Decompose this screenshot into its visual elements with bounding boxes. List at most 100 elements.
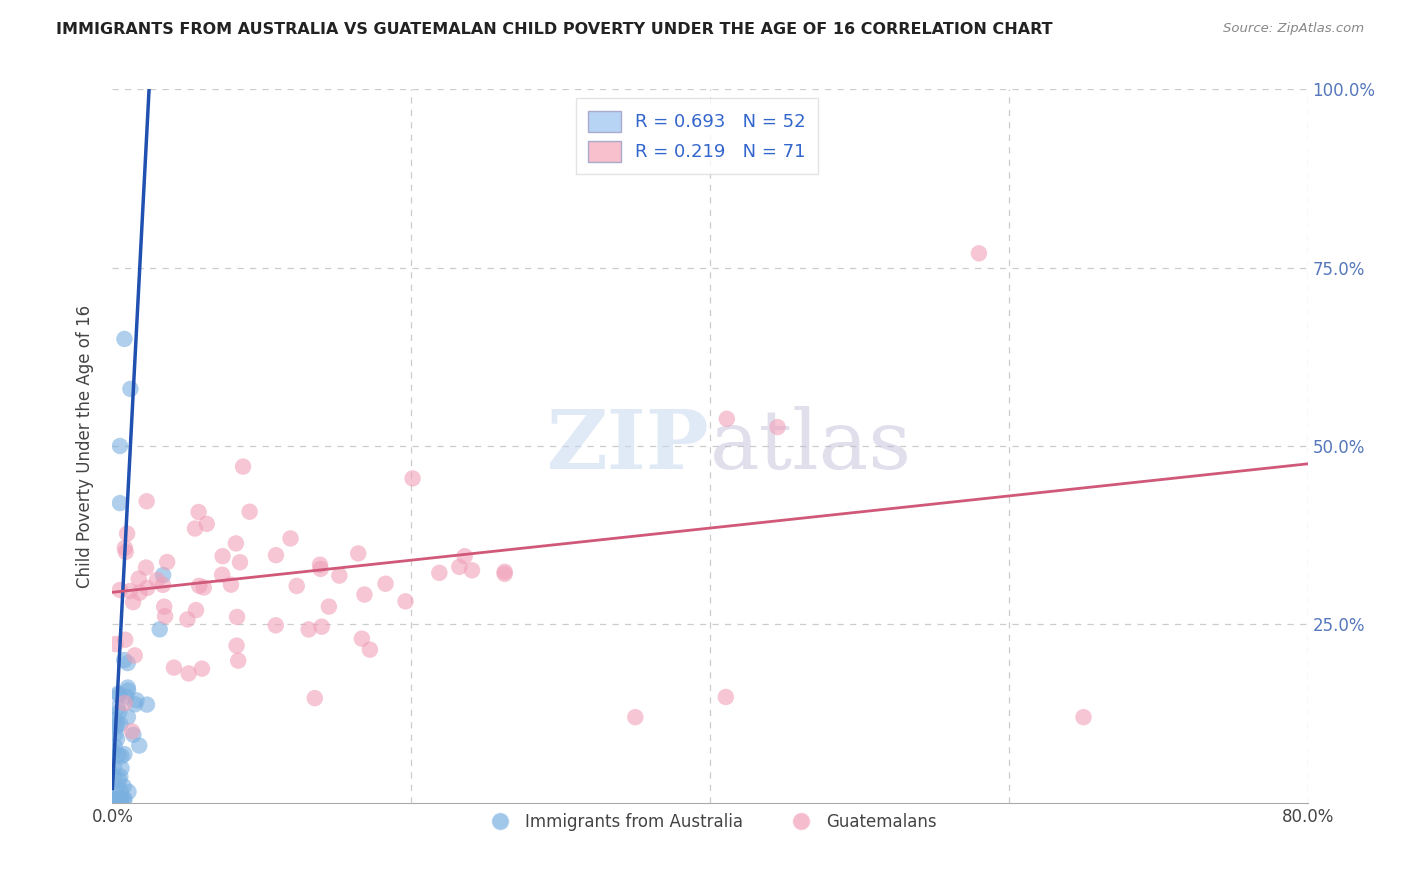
Point — [328, 568, 350, 582]
Point — [128, 585, 150, 599]
Point — [114, 792, 136, 806]
Point — [149, 623, 172, 637]
Point — [114, 696, 136, 710]
Point — [347, 546, 370, 560]
Point — [112, 653, 135, 667]
Point — [114, 541, 136, 555]
Point — [494, 565, 516, 579]
Point — [112, 792, 135, 806]
Point — [449, 560, 471, 574]
Point — [401, 471, 423, 485]
Point — [359, 642, 381, 657]
Point — [1073, 710, 1095, 724]
Point — [219, 577, 242, 591]
Point — [110, 717, 132, 731]
Point — [114, 632, 136, 647]
Point — [107, 700, 129, 714]
Point — [115, 690, 138, 704]
Text: atlas: atlas — [710, 406, 912, 486]
Point — [107, 792, 129, 806]
Point — [163, 660, 186, 674]
Point — [188, 579, 211, 593]
Text: ZIP: ZIP — [547, 406, 710, 486]
Point — [176, 612, 198, 626]
Point — [108, 791, 131, 805]
Point — [280, 532, 302, 546]
Point — [117, 710, 139, 724]
Legend: Immigrants from Australia, Guatemalans: Immigrants from Australia, Guatemalans — [477, 806, 943, 838]
Point — [225, 536, 247, 550]
Point — [122, 595, 145, 609]
Point — [115, 526, 138, 541]
Point — [108, 772, 131, 787]
Point — [239, 505, 262, 519]
Y-axis label: Child Poverty Under the Age of 16: Child Poverty Under the Age of 16 — [76, 304, 94, 588]
Point — [103, 760, 125, 774]
Point — [120, 382, 142, 396]
Point — [122, 728, 145, 742]
Point — [211, 567, 233, 582]
Point — [120, 584, 142, 599]
Point — [211, 549, 233, 563]
Point — [135, 494, 157, 508]
Point — [461, 563, 484, 577]
Point — [114, 545, 136, 559]
Point — [124, 648, 146, 663]
Point — [108, 792, 131, 806]
Point — [152, 568, 174, 582]
Point — [624, 710, 647, 724]
Point — [112, 780, 135, 794]
Point — [108, 688, 131, 702]
Text: IMMIGRANTS FROM AUSTRALIA VS GUATEMALAN CHILD POVERTY UNDER THE AGE OF 16 CORREL: IMMIGRANTS FROM AUSTRALIA VS GUATEMALAN … — [56, 22, 1053, 37]
Point — [264, 618, 287, 632]
Point — [716, 412, 738, 426]
Point — [110, 770, 132, 784]
Point — [108, 705, 131, 719]
Point — [108, 496, 131, 510]
Point — [187, 505, 209, 519]
Point — [309, 558, 332, 572]
Point — [104, 637, 127, 651]
Point — [229, 555, 252, 569]
Point — [232, 459, 254, 474]
Point — [128, 572, 150, 586]
Point — [226, 610, 249, 624]
Point — [107, 686, 129, 700]
Point — [108, 439, 131, 453]
Point — [494, 566, 516, 581]
Point — [117, 785, 139, 799]
Point — [353, 588, 375, 602]
Point — [184, 522, 207, 536]
Point — [153, 599, 176, 614]
Point — [136, 581, 159, 595]
Point — [108, 582, 131, 597]
Point — [104, 726, 127, 740]
Point — [156, 555, 179, 569]
Point — [103, 770, 125, 784]
Point — [103, 792, 125, 806]
Point — [193, 581, 215, 595]
Point — [128, 739, 150, 753]
Point — [285, 579, 308, 593]
Point — [135, 560, 157, 574]
Point — [108, 792, 131, 806]
Point — [394, 594, 416, 608]
Point — [153, 609, 176, 624]
Point — [264, 548, 287, 562]
Point — [309, 562, 332, 576]
Point — [105, 731, 128, 746]
Point — [146, 573, 169, 587]
Point — [110, 749, 132, 764]
Point — [104, 713, 127, 727]
Point — [121, 724, 143, 739]
Point — [427, 566, 450, 580]
Point — [195, 516, 218, 531]
Point — [298, 623, 321, 637]
Point — [105, 785, 128, 799]
Point — [117, 681, 139, 695]
Point — [311, 620, 333, 634]
Point — [184, 603, 207, 617]
Point — [766, 420, 789, 434]
Point — [318, 599, 340, 614]
Point — [117, 683, 139, 698]
